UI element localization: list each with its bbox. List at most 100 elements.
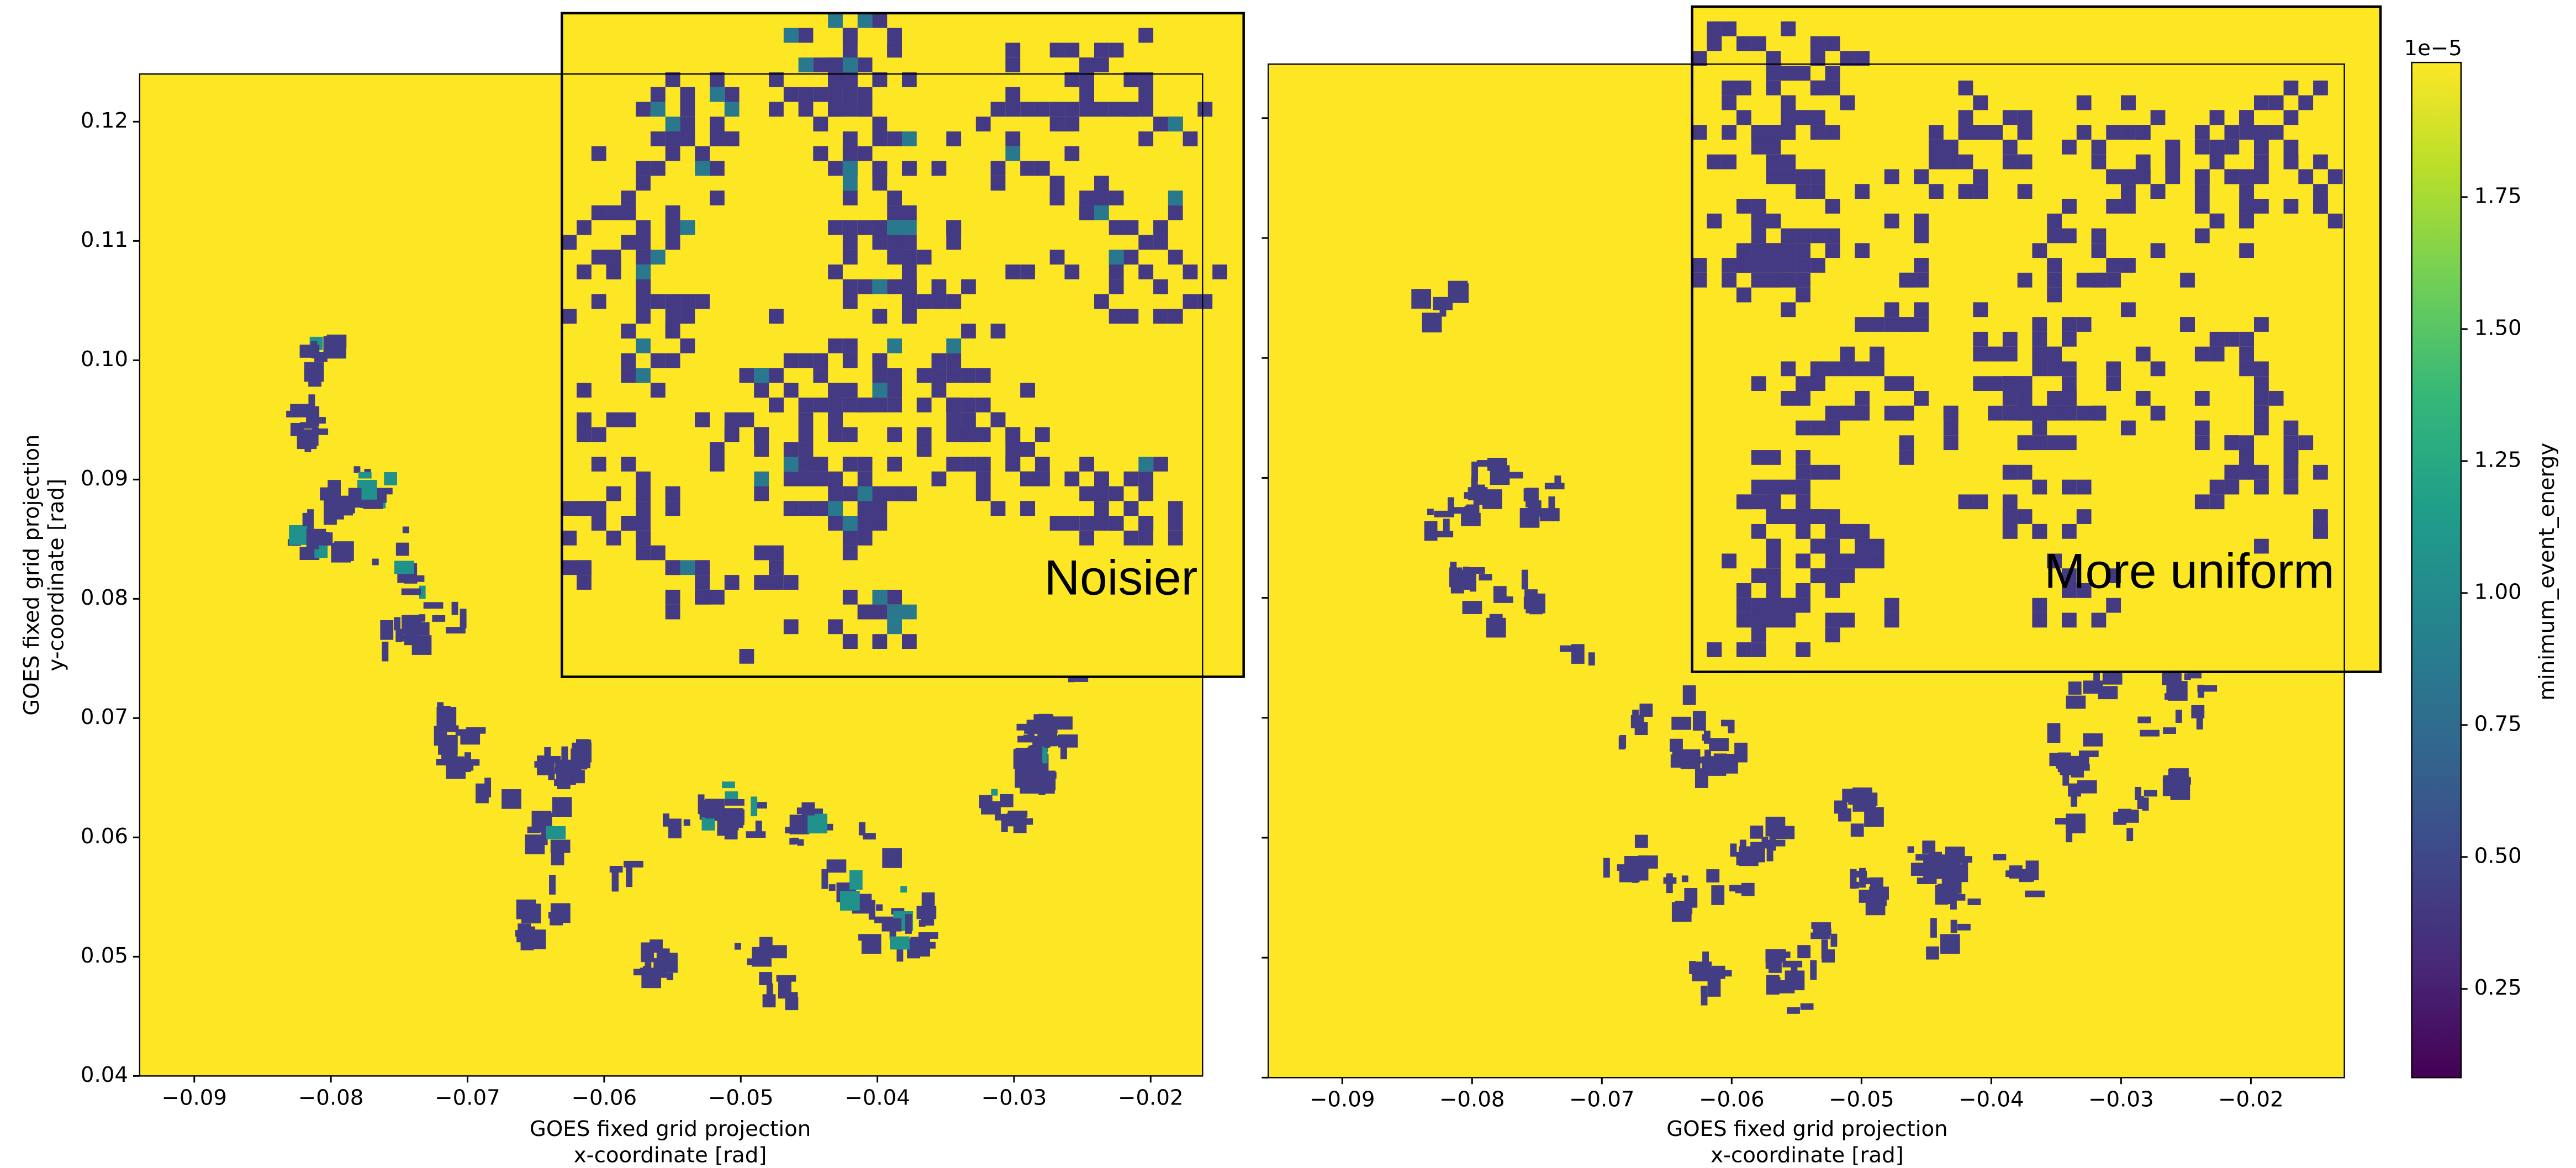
inset-cell bbox=[1825, 361, 1840, 376]
inset-cell bbox=[2092, 406, 2107, 421]
inset-cell bbox=[1855, 406, 1870, 421]
inset-cell bbox=[2136, 347, 2151, 362]
inset-cell bbox=[2121, 125, 2136, 140]
inset-cell bbox=[2195, 125, 2210, 140]
inset-cell bbox=[2018, 273, 2033, 288]
cell-patch bbox=[1852, 882, 1859, 889]
inset-cell bbox=[2254, 406, 2269, 421]
inset-cell bbox=[2269, 125, 2284, 140]
cell-patch bbox=[548, 760, 555, 780]
cell-patch bbox=[1712, 966, 1725, 979]
inset-cell bbox=[1973, 184, 1988, 199]
y-tick-label: 0.05 bbox=[81, 943, 128, 968]
inset-cell bbox=[1973, 332, 1988, 347]
cell-patch bbox=[1775, 826, 1794, 839]
inset-cell bbox=[754, 442, 769, 457]
inset-cell bbox=[1050, 516, 1065, 531]
cell-patch bbox=[1791, 966, 1797, 979]
colorbar-tick-label: 1.50 bbox=[2474, 315, 2522, 340]
inset-cell bbox=[858, 279, 873, 294]
inset-cell bbox=[2062, 391, 2077, 406]
inset-cell bbox=[1005, 102, 1020, 117]
inset-cell bbox=[2239, 125, 2254, 140]
inset-cell bbox=[843, 516, 858, 531]
inset-cell bbox=[1005, 442, 1020, 457]
inset-cell bbox=[666, 205, 680, 220]
inset-cell bbox=[636, 250, 651, 265]
inset-cell bbox=[1124, 472, 1139, 487]
inset-cell bbox=[2018, 435, 2033, 450]
inset-cell bbox=[843, 398, 858, 413]
inset-cell bbox=[680, 220, 695, 235]
inset-cell bbox=[1766, 613, 1781, 628]
inset-cell bbox=[2121, 184, 2136, 199]
inset-cell bbox=[1840, 524, 1855, 539]
inset-cell bbox=[1781, 125, 1796, 140]
cell-patch bbox=[1588, 652, 1595, 665]
inset-cell bbox=[1959, 125, 1973, 140]
cell-patch bbox=[1450, 562, 1456, 582]
inset-cell bbox=[621, 324, 636, 339]
inset-cell bbox=[2224, 465, 2239, 480]
inset-cell bbox=[976, 117, 991, 131]
inset-cell bbox=[1885, 406, 1899, 421]
inset-cell bbox=[1914, 273, 1929, 288]
colorbar-tick-label: 0.75 bbox=[2474, 711, 2522, 736]
inset-cell bbox=[843, 131, 858, 146]
inset-cell bbox=[666, 560, 680, 575]
inset-cell bbox=[1885, 302, 1899, 317]
inset-cell bbox=[976, 457, 991, 472]
inset-cell bbox=[2121, 258, 2136, 273]
inset-cell bbox=[1855, 391, 1870, 406]
inset-cell bbox=[1094, 176, 1109, 191]
inset-cell bbox=[1751, 494, 1766, 509]
cell-patch bbox=[452, 602, 458, 615]
x-tick-label: −0.08 bbox=[1439, 1087, 1505, 1112]
inset-cell bbox=[2003, 406, 2018, 421]
inset-cell bbox=[902, 205, 917, 220]
inset-cell bbox=[1094, 472, 1109, 487]
inset-cell bbox=[2047, 288, 2062, 303]
cell-patch bbox=[759, 937, 773, 950]
inset-cell bbox=[843, 590, 858, 605]
inset-cell bbox=[946, 220, 961, 235]
inset-cell bbox=[1020, 102, 1035, 117]
inset-cell bbox=[666, 294, 680, 309]
inset-cell bbox=[1870, 347, 1885, 362]
cell-patch bbox=[876, 905, 883, 911]
inset-cell bbox=[636, 501, 651, 516]
cell-patch bbox=[2062, 766, 2069, 786]
inset-cell bbox=[2254, 199, 2269, 214]
cell-patch bbox=[840, 891, 860, 911]
inset-cell bbox=[1005, 265, 1020, 279]
inset-cell bbox=[1168, 117, 1183, 131]
cell-patch bbox=[1539, 510, 1552, 516]
inset-cell bbox=[636, 368, 651, 383]
cell-patch bbox=[544, 747, 551, 760]
cell-patch bbox=[862, 934, 881, 954]
inset-cell bbox=[2018, 376, 2033, 391]
inset-cell bbox=[887, 279, 902, 294]
inset-cell bbox=[872, 176, 887, 191]
cell-patch bbox=[829, 884, 836, 891]
cell-patch bbox=[1706, 869, 1719, 882]
cell-patch bbox=[751, 796, 757, 816]
inset-cell bbox=[1810, 36, 1825, 51]
inset-cell bbox=[2032, 406, 2047, 421]
cell-patch bbox=[1951, 920, 1957, 933]
inset-cell bbox=[1944, 140, 1959, 155]
inset-cell bbox=[1810, 229, 1825, 244]
inset-cell bbox=[562, 501, 577, 516]
inset-cell bbox=[858, 501, 873, 516]
cell-patch bbox=[312, 426, 319, 446]
inset-cell bbox=[1796, 480, 1810, 495]
inset-cell bbox=[1050, 43, 1065, 57]
inset-cell bbox=[1825, 465, 1840, 480]
inset-cell bbox=[1736, 642, 1751, 657]
inset-cell bbox=[621, 516, 636, 531]
cell-patch bbox=[626, 867, 632, 887]
inset-cell bbox=[606, 265, 621, 279]
inset-cell bbox=[2284, 199, 2299, 214]
inset-cell bbox=[991, 413, 1006, 427]
inset-cell bbox=[1079, 531, 1094, 546]
